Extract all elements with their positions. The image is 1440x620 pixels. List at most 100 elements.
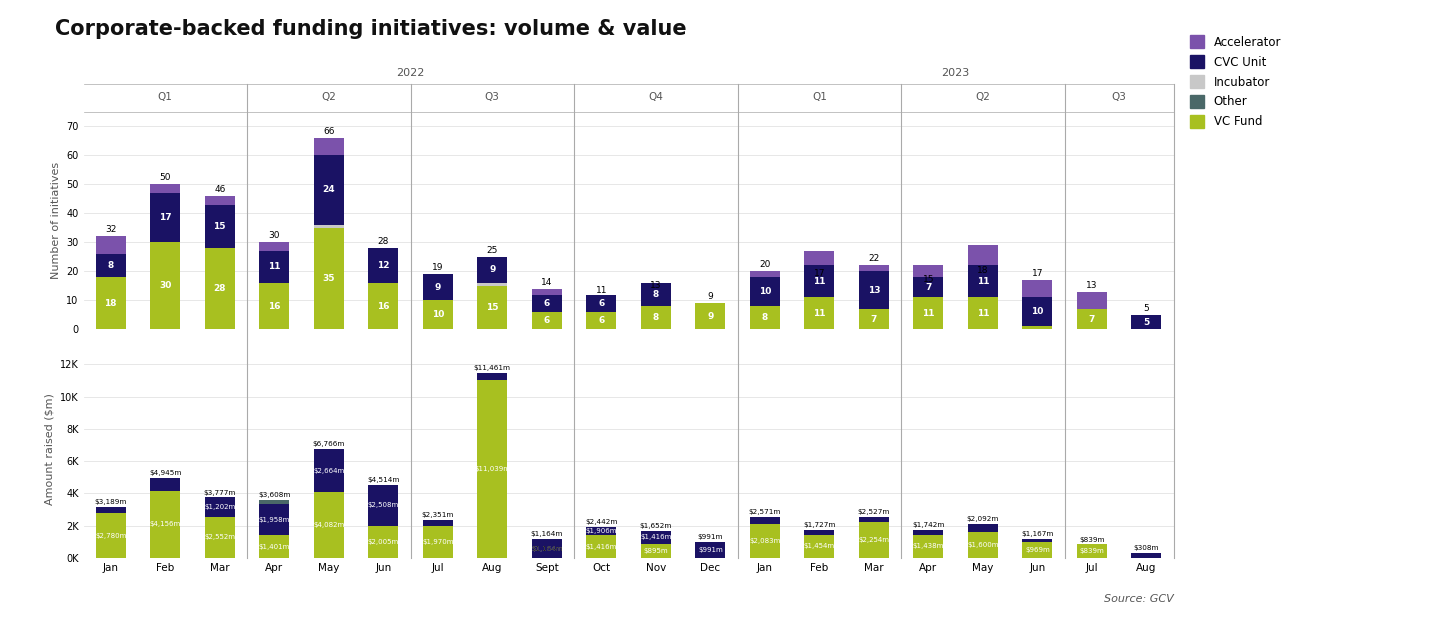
Bar bbox=[204, 205, 235, 248]
Bar bbox=[858, 265, 888, 272]
Bar bbox=[696, 542, 726, 558]
Bar bbox=[858, 521, 888, 558]
Bar bbox=[150, 478, 180, 491]
Text: Q2: Q2 bbox=[321, 92, 336, 102]
Bar bbox=[477, 283, 507, 286]
Text: 22: 22 bbox=[868, 254, 880, 264]
Text: $4,945m: $4,945m bbox=[150, 471, 181, 476]
Text: 8: 8 bbox=[652, 290, 660, 299]
Bar bbox=[423, 274, 452, 300]
Text: $3,777m: $3,777m bbox=[203, 490, 236, 495]
Text: $4,514m: $4,514m bbox=[367, 477, 399, 483]
Text: 13: 13 bbox=[649, 281, 661, 290]
Bar bbox=[586, 535, 616, 558]
Bar bbox=[204, 517, 235, 558]
Bar bbox=[586, 294, 616, 312]
Y-axis label: Number of initiatives: Number of initiatives bbox=[50, 162, 60, 279]
Text: 5: 5 bbox=[1143, 304, 1149, 313]
Bar bbox=[423, 526, 452, 558]
Text: $991m: $991m bbox=[697, 534, 723, 540]
Bar bbox=[968, 532, 998, 558]
Text: 17: 17 bbox=[158, 213, 171, 222]
Text: 15: 15 bbox=[923, 275, 935, 284]
Text: 6: 6 bbox=[598, 316, 605, 325]
Text: 17: 17 bbox=[814, 269, 825, 278]
Text: 17: 17 bbox=[1031, 269, 1043, 278]
Text: $2,571m: $2,571m bbox=[749, 508, 780, 515]
Text: $2,254m: $2,254m bbox=[858, 537, 890, 543]
Bar bbox=[531, 294, 562, 312]
Text: $2,508m: $2,508m bbox=[367, 502, 399, 508]
Bar bbox=[314, 225, 344, 228]
Text: $1,970m: $1,970m bbox=[422, 539, 454, 545]
Bar bbox=[968, 298, 998, 329]
Bar bbox=[150, 184, 180, 193]
Text: 15: 15 bbox=[487, 303, 498, 312]
Bar bbox=[913, 535, 943, 558]
Bar bbox=[369, 526, 399, 558]
Bar bbox=[913, 298, 943, 329]
Bar bbox=[259, 504, 289, 536]
Text: 11: 11 bbox=[922, 309, 935, 318]
Bar bbox=[259, 251, 289, 283]
Text: 20: 20 bbox=[759, 260, 770, 269]
Bar bbox=[750, 277, 780, 306]
Bar bbox=[204, 196, 235, 205]
Bar bbox=[204, 248, 235, 329]
Bar bbox=[314, 228, 344, 329]
Bar bbox=[96, 513, 125, 558]
Legend: Accelerator, CVC Unit, Incubator, Other, VC Fund: Accelerator, CVC Unit, Incubator, Other,… bbox=[1189, 35, 1282, 128]
Text: 35: 35 bbox=[323, 274, 336, 283]
Bar bbox=[369, 283, 399, 329]
Text: 30: 30 bbox=[158, 281, 171, 290]
Text: $11,461m: $11,461m bbox=[474, 365, 511, 371]
Bar bbox=[204, 497, 235, 517]
Bar bbox=[150, 193, 180, 242]
Text: $4,156m: $4,156m bbox=[150, 521, 181, 528]
Text: 2023: 2023 bbox=[942, 68, 969, 78]
Bar bbox=[913, 265, 943, 277]
Text: 7: 7 bbox=[924, 283, 932, 292]
Bar bbox=[641, 544, 671, 558]
Text: $2,005m: $2,005m bbox=[367, 539, 399, 545]
Text: $969m: $969m bbox=[1025, 547, 1050, 553]
Bar bbox=[259, 242, 289, 251]
Text: 6: 6 bbox=[598, 299, 605, 308]
Bar bbox=[531, 539, 562, 558]
Bar bbox=[968, 265, 998, 298]
Bar bbox=[96, 507, 125, 513]
Text: Q3: Q3 bbox=[485, 92, 500, 102]
Text: 14: 14 bbox=[541, 278, 553, 286]
Bar bbox=[750, 306, 780, 329]
Text: $1,454m: $1,454m bbox=[804, 543, 835, 549]
Bar bbox=[858, 309, 888, 329]
Text: $3,189m: $3,189m bbox=[95, 498, 127, 505]
Text: 66: 66 bbox=[323, 126, 334, 136]
Bar bbox=[805, 265, 834, 298]
Bar bbox=[1022, 280, 1053, 298]
Bar bbox=[1022, 327, 1053, 329]
Text: $1,652m: $1,652m bbox=[639, 523, 672, 529]
Bar bbox=[1132, 553, 1161, 558]
Bar bbox=[369, 248, 399, 283]
Bar bbox=[968, 245, 998, 265]
Text: 24: 24 bbox=[323, 185, 336, 195]
Text: $1,416m: $1,416m bbox=[586, 544, 616, 549]
Bar bbox=[314, 155, 344, 225]
Text: 11: 11 bbox=[596, 286, 608, 295]
Text: Q3: Q3 bbox=[1112, 92, 1126, 102]
Text: 32: 32 bbox=[105, 226, 117, 234]
Bar bbox=[477, 257, 507, 283]
Text: 13: 13 bbox=[1086, 281, 1097, 290]
Bar bbox=[1022, 539, 1053, 542]
Text: $4,082m: $4,082m bbox=[312, 522, 344, 528]
Bar bbox=[1022, 298, 1053, 327]
Text: $839m: $839m bbox=[1080, 548, 1104, 554]
Bar bbox=[968, 525, 998, 532]
Bar bbox=[805, 251, 834, 265]
Text: $991m: $991m bbox=[698, 547, 723, 553]
Text: $1,167m: $1,167m bbox=[1021, 531, 1054, 538]
Bar bbox=[150, 242, 180, 329]
Bar bbox=[96, 236, 125, 254]
Bar bbox=[696, 303, 726, 329]
